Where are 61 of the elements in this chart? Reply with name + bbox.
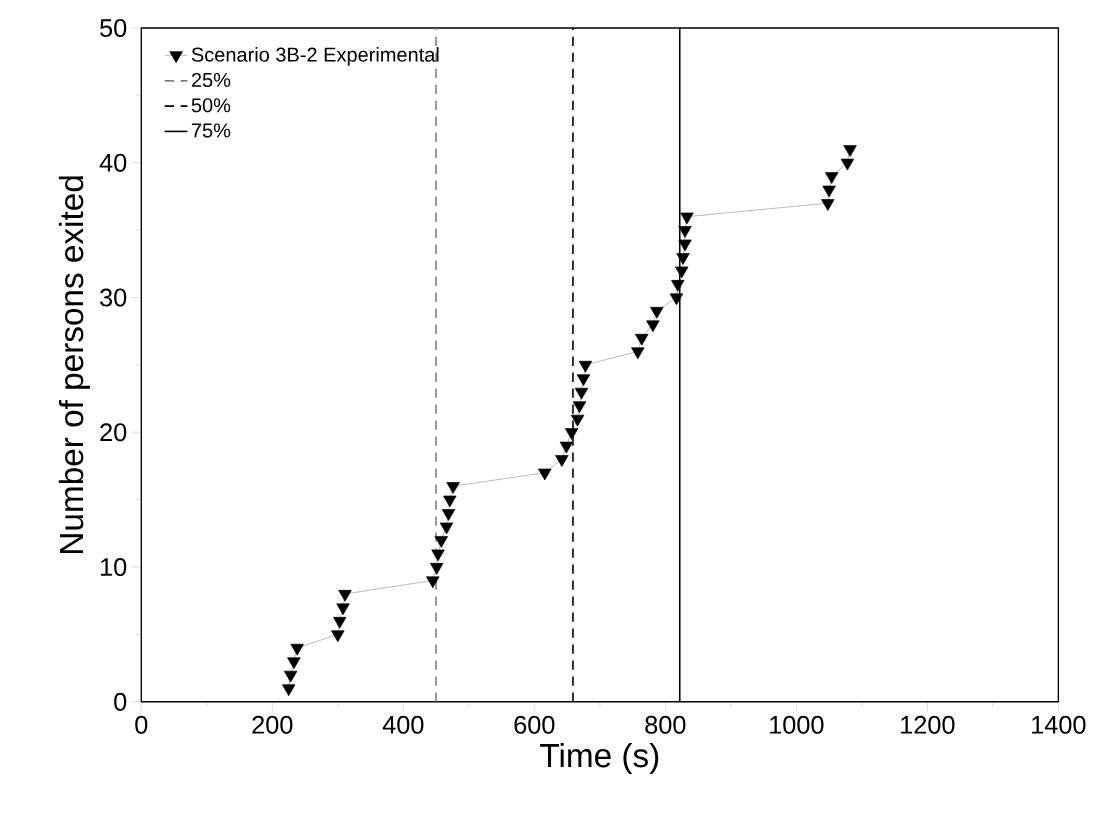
point [635,334,649,346]
y-tick-label: 0 [114,692,127,711]
legend-label: 50% [191,98,231,113]
x-tick-label: 0 [135,715,148,734]
x-axis-title: Time (s) [540,743,659,775]
point [336,603,350,616]
point [646,320,660,333]
point [555,455,569,468]
point [538,468,552,481]
point [825,172,839,185]
legend-label: 75% [191,123,231,138]
x-tick-label: 1000 [770,715,824,734]
y-axis-title: Number of persons exited [58,176,90,554]
point [680,212,694,225]
point [669,293,684,306]
point [843,145,857,158]
y-tick-label: 20 [100,423,127,442]
y-tick-label: 10 [101,558,127,577]
point [678,239,692,252]
point [570,414,585,427]
point [678,226,692,238]
point [631,347,645,360]
point [671,280,685,292]
point [446,482,460,494]
point [821,199,835,211]
point [564,428,579,441]
point [290,644,304,656]
point [578,361,593,373]
x-tick-label: 600 [514,715,555,734]
point [572,401,587,414]
point [559,441,574,454]
point [840,158,855,171]
legend-label: 25% [191,73,231,88]
y-tick-label: 30 [100,288,127,307]
point [331,630,345,643]
point [338,590,352,602]
point [333,617,347,629]
x-tick-label: 800 [645,715,686,734]
legend-label: Scenario 3B-2 Experimental [191,47,439,66]
point [441,509,456,521]
point [426,576,440,589]
point [281,684,296,697]
point [676,253,690,265]
point [650,307,664,319]
y-tick-label: 40 [99,153,127,172]
point [443,495,457,508]
x-tick-label: 200 [252,715,293,734]
x-tick-label: 1400 [1032,715,1086,734]
point [576,374,591,387]
point [822,185,836,198]
point [431,549,445,562]
point [439,522,454,535]
point [430,563,444,575]
x-tick-label: 400 [382,715,424,734]
point [434,536,448,548]
point [287,657,301,670]
point [675,266,689,279]
x-tick-label: 1200 [901,715,955,734]
y-tick-label: 50 [100,19,127,38]
point [283,670,298,683]
point [574,387,589,400]
